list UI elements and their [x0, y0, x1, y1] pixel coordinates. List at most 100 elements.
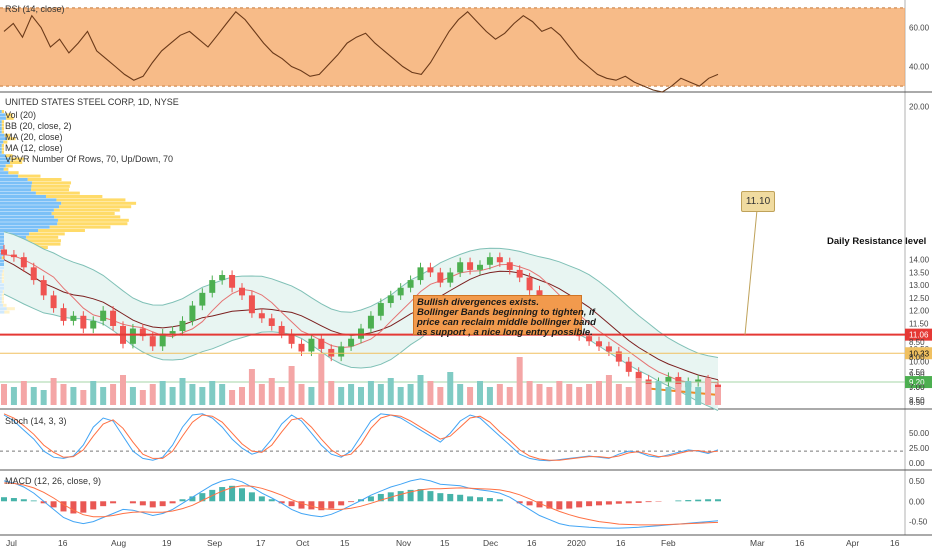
volume-bar [239, 387, 245, 405]
vpvr-up-bar [0, 151, 2, 154]
macd-histogram-bar [646, 501, 652, 502]
vpvr-down-bar [18, 175, 40, 178]
vol-label: Vol (20) [5, 110, 36, 120]
macd-histogram-bar [338, 501, 344, 505]
vpvr-label: VPVR Number Of Rows, 70, Up/Down, 70 [5, 154, 173, 164]
vpvr-down-bar [50, 226, 111, 229]
volume-bar [646, 384, 652, 405]
volume-bar [477, 381, 483, 405]
vpvr-up-bar [0, 120, 2, 123]
candle-body [279, 326, 285, 334]
volume-bar [675, 384, 681, 405]
vpvr-down-bar [8, 171, 18, 174]
vpvr-down-bar [2, 144, 4, 147]
macd-histogram-bar [675, 500, 681, 501]
volume-bar [279, 387, 285, 405]
price-callout[interactable]: 11.10 [741, 191, 775, 212]
macd-histogram-bar [239, 488, 245, 501]
volume-bar [497, 384, 503, 405]
vpvr-up-bar [0, 185, 31, 188]
vpvr-down-bar [2, 300, 4, 303]
macd-histogram-bar [259, 496, 265, 501]
candle-body [338, 346, 344, 356]
rsi-label: RSI (14, close) [5, 4, 65, 14]
macd-histogram-bar [616, 501, 622, 503]
candle-body [180, 321, 186, 331]
ma20-label: MA (20, close) [5, 132, 63, 142]
vpvr-down-bar [2, 110, 4, 113]
volume-bar [11, 387, 17, 405]
vpvr-down-bar [46, 195, 102, 198]
macd-histogram-bar [626, 501, 632, 503]
volume-tick-label: 7.00 [909, 383, 925, 392]
vpvr-up-bar [0, 256, 2, 259]
volume-bar [120, 375, 126, 405]
volume-bar [219, 384, 225, 405]
candle-body [199, 293, 205, 306]
vpvr-up-bar [0, 192, 36, 195]
vpvr-up-bar [0, 141, 3, 144]
time-tick-label: Feb [661, 538, 676, 548]
vpvr-down-bar [2, 147, 4, 150]
vpvr-up-bar [0, 219, 58, 222]
macd-histogram-bar [110, 501, 116, 503]
macd-histogram-bar [249, 492, 255, 501]
volume-bar [90, 381, 96, 405]
vpvr-up-bar [0, 144, 2, 147]
candle-body [61, 308, 67, 321]
macd-histogram-bar [586, 501, 592, 506]
volume-bar [408, 384, 414, 405]
vpvr-down-bar [2, 273, 4, 276]
vpvr-up-bar [0, 311, 4, 314]
time-tick-label: 15 [340, 538, 350, 548]
price-tick-label: 20.00 [909, 103, 930, 112]
vpvr-up-bar [0, 212, 52, 215]
vpvr-down-bar [57, 222, 127, 225]
vpvr-up-bar [0, 297, 2, 300]
macd-histogram-bar [11, 498, 17, 501]
vpvr-down-bar [7, 307, 15, 310]
candle-body [507, 262, 513, 270]
volume-bar [437, 387, 443, 405]
macd-histogram-bar [21, 499, 27, 501]
volume-bar [517, 357, 523, 405]
volume-bar [269, 378, 275, 405]
volume-bar [556, 381, 562, 405]
volume-bar [576, 387, 582, 405]
vpvr-down-bar [32, 181, 71, 184]
candle-body [1, 250, 7, 255]
vpvr-down-bar [56, 198, 125, 201]
candle-body [299, 344, 305, 352]
vpvr-down-bar [2, 151, 4, 154]
macd-tick-label: 0.00 [909, 497, 925, 506]
candle-body [368, 316, 374, 329]
analysis-note: Bullish divergences exists. Bollinger Ba… [413, 295, 582, 335]
macd-label: MACD (12, 26, close, 9) [5, 476, 101, 486]
price-tick-label: 12.00 [909, 307, 930, 316]
candle-body [447, 272, 453, 282]
vpvr-down-bar [36, 192, 80, 195]
vpvr-up-bar [0, 307, 7, 310]
volume-bar [249, 369, 255, 405]
macd-histogram-bar [130, 501, 136, 503]
time-tick-label: Nov [396, 538, 412, 548]
vpvr-up-bar [0, 270, 3, 273]
vpvr-down-bar [26, 236, 58, 239]
volume-tick-label: 8.00 [909, 353, 925, 362]
volume-bar [715, 387, 721, 405]
candle-body [70, 316, 76, 321]
vpvr-up-bar [0, 181, 32, 184]
volume-bar [100, 387, 106, 405]
vpvr-up-bar [0, 147, 2, 150]
volume-bar [1, 384, 7, 405]
volume-bar [51, 378, 57, 405]
vpvr-down-bar [2, 294, 4, 297]
volume-bar [537, 384, 543, 405]
macd-histogram-bar [80, 501, 86, 512]
vpvr-up-bar [0, 178, 28, 181]
vpvr-up-bar [0, 202, 61, 205]
volume-bar [110, 384, 116, 405]
vpvr-up-bar [0, 222, 57, 225]
